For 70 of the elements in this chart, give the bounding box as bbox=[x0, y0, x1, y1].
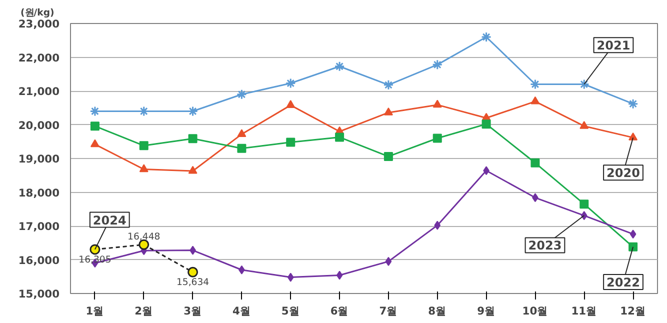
point bbox=[236, 89, 247, 100]
y-tick-label: 19,000 bbox=[18, 152, 60, 166]
point bbox=[580, 211, 588, 220]
point bbox=[432, 100, 442, 108]
point bbox=[482, 120, 491, 129]
x-tick-label: 3월 bbox=[184, 304, 202, 318]
point bbox=[383, 80, 394, 90]
point bbox=[384, 152, 393, 161]
text: 2022 bbox=[606, 276, 640, 290]
x-tick-label: 9월 bbox=[477, 304, 496, 318]
point bbox=[285, 78, 296, 88]
x-tick-label: 6월 bbox=[330, 304, 349, 318]
x-tick-label: 11월 bbox=[571, 304, 598, 318]
point bbox=[336, 270, 343, 280]
point bbox=[286, 138, 296, 147]
x-tick-label: 5월 bbox=[281, 304, 300, 318]
point bbox=[287, 272, 294, 282]
point bbox=[188, 106, 198, 116]
point bbox=[188, 166, 198, 174]
point bbox=[188, 134, 198, 144]
y-tick-label: 18,000 bbox=[18, 186, 60, 200]
point bbox=[580, 200, 589, 209]
x-tick-label: 2월 bbox=[134, 304, 154, 318]
x-tick-label: 8월 bbox=[428, 304, 447, 318]
y-tick-label: 20,000 bbox=[18, 118, 60, 132]
point bbox=[628, 242, 638, 252]
point bbox=[90, 244, 100, 255]
point bbox=[237, 144, 246, 153]
x-tick-label: 1월 bbox=[86, 304, 104, 318]
point bbox=[237, 129, 246, 138]
point bbox=[384, 107, 393, 116]
data-label: 15,634 bbox=[176, 277, 210, 288]
series-label: 2024 bbox=[92, 213, 126, 228]
y-tick-label: 21,000 bbox=[18, 85, 60, 98]
x-tick-label: 12월 bbox=[620, 304, 646, 318]
point bbox=[530, 158, 540, 168]
point bbox=[530, 79, 540, 90]
x-tick-label: 10월 bbox=[522, 304, 548, 318]
point bbox=[139, 141, 148, 150]
point bbox=[90, 122, 100, 131]
x-tick-label: 4월 bbox=[232, 304, 251, 318]
text: 2023 bbox=[528, 238, 562, 253]
point bbox=[385, 256, 392, 266]
point bbox=[188, 266, 198, 278]
data-label: 16,305 bbox=[78, 254, 112, 266]
y-tick-label: 15,000 bbox=[18, 288, 60, 300]
point bbox=[286, 100, 296, 108]
x-tick-label: 7월 bbox=[379, 304, 398, 318]
point bbox=[630, 230, 636, 239]
point bbox=[335, 132, 344, 142]
point bbox=[90, 106, 100, 116]
point bbox=[432, 59, 443, 70]
y-tick-label: 22,000 bbox=[18, 51, 60, 64]
point bbox=[432, 134, 442, 143]
y-tick-label: 16,000 bbox=[18, 254, 60, 267]
point bbox=[628, 132, 638, 140]
point bbox=[90, 139, 100, 148]
point bbox=[481, 32, 492, 42]
y-tick-label: 23,000 bbox=[18, 18, 60, 30]
point bbox=[628, 98, 638, 110]
point bbox=[334, 61, 345, 72]
text: 2021 bbox=[596, 38, 630, 53]
data-label: 16,448 bbox=[128, 232, 160, 243]
point bbox=[434, 220, 441, 230]
y-tick-label: 17,000 bbox=[18, 220, 60, 233]
y-axis-title: (원/kg) bbox=[20, 8, 54, 18]
text: 2020 bbox=[606, 166, 640, 180]
point bbox=[139, 164, 148, 172]
point bbox=[580, 120, 589, 129]
point bbox=[530, 96, 540, 104]
